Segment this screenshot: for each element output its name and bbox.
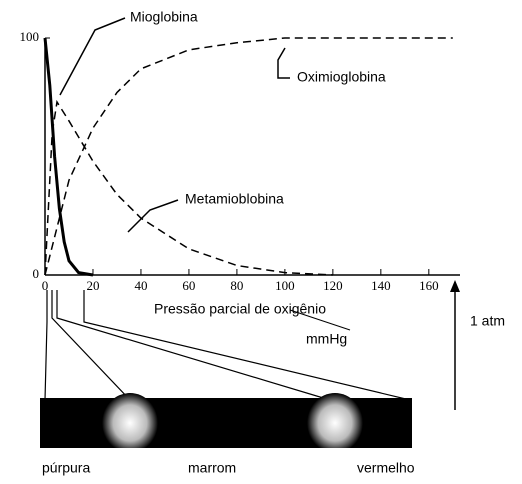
chart: 1 atm Pressão parcial de oxigênio mmHg p… <box>0 0 522 484</box>
y-tick-label: 100 <box>20 29 40 44</box>
atm-label: 1 atm <box>470 313 505 329</box>
series-label: Oximioglobina <box>297 69 386 85</box>
arrow <box>278 48 290 78</box>
x-unit: mmHg <box>306 331 347 347</box>
x-tick-label: 40 <box>134 278 147 293</box>
page: {"chart_data": {"type": "line", "xlabel"… <box>0 0 522 484</box>
x-tick-label: 120 <box>323 278 343 293</box>
x-tick-label: 100 <box>275 278 295 293</box>
series-label: Metamioblobina <box>185 191 284 207</box>
band-light <box>307 393 363 453</box>
x-tick-label: 20 <box>86 278 99 293</box>
band-light <box>102 393 158 453</box>
y-tick-label: 0 <box>33 266 40 281</box>
series-line <box>45 102 333 275</box>
series-line <box>45 38 453 275</box>
x-tick-label: 0 <box>42 278 49 293</box>
color-label: marrom <box>188 460 236 476</box>
band-mask <box>40 448 412 456</box>
series-line <box>45 38 93 275</box>
x-axis-label: Pressão parcial de oxigênio <box>154 301 326 317</box>
x-tick-label: 160 <box>419 278 439 293</box>
x-tick-label: 140 <box>371 278 391 293</box>
series-label: Mioglobina <box>130 9 198 25</box>
color-label: vermelho <box>357 460 415 476</box>
atm-arrowhead <box>450 280 460 292</box>
arrow <box>60 18 125 95</box>
arrow <box>128 200 178 232</box>
color-label: púrpura <box>42 460 90 476</box>
x-tick-label: 60 <box>182 278 195 293</box>
x-tick-label: 80 <box>230 278 243 293</box>
